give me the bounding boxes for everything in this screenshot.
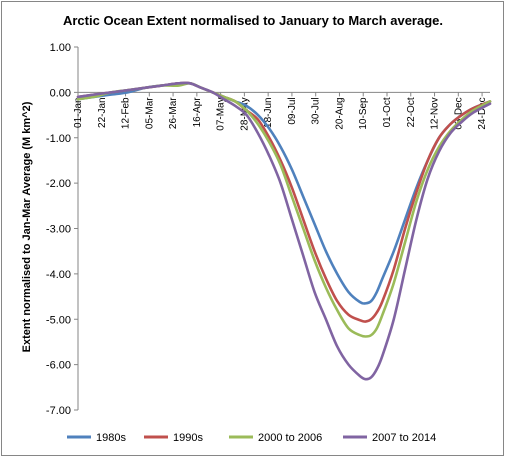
series-line-4 bbox=[76, 81, 492, 381]
y-tick-label: 0.00 bbox=[50, 87, 71, 99]
x-tick-label: 22-Jan bbox=[97, 97, 108, 128]
x-tick-label: 05-Mar bbox=[144, 97, 155, 129]
legend-label-3: 2000 to 2006 bbox=[258, 432, 322, 444]
legend-label-2: 1990s bbox=[173, 432, 203, 444]
plot-area: 1.00 0.00 -1.00 -2.00 -3.00 -4.00 -5.00 -6.00 -7… bbox=[46, 42, 492, 417]
y-tick-label: 1.00 bbox=[50, 42, 71, 54]
x-tick-label: 18-Jun bbox=[263, 97, 274, 128]
y-tick-label: -4.00 bbox=[46, 269, 71, 281]
y-tick-label: -7.00 bbox=[46, 405, 71, 417]
x-tick-label: 12-Feb bbox=[121, 97, 132, 129]
x-tick-label: 16-Apr bbox=[192, 97, 203, 128]
x-tick-label: 24-Dec bbox=[477, 97, 488, 129]
series-line-3 bbox=[76, 81, 492, 338]
x-tick-label: 20-Aug bbox=[334, 97, 345, 129]
x-tick-label: 01-Jan bbox=[73, 97, 84, 128]
y-tick-label: -2.00 bbox=[46, 178, 71, 190]
legend-label-1: 1980s bbox=[96, 432, 126, 444]
x-tick-label: 09-Jul bbox=[287, 97, 298, 124]
y-tick-label: -6.00 bbox=[46, 360, 71, 372]
y-tick-label: -1.00 bbox=[46, 133, 71, 145]
x-tick-label: 30-Jul bbox=[311, 97, 322, 124]
x-tick-label: 03-Dec bbox=[453, 97, 464, 129]
legend-label-4: 2007 to 2014 bbox=[372, 432, 436, 444]
x-tick-label: 22-Oct bbox=[406, 97, 417, 127]
x-tick-label: 07-May bbox=[216, 97, 227, 130]
x-tick-label: 12-Nov bbox=[430, 97, 441, 129]
y-tick-label: -5.00 bbox=[46, 314, 71, 326]
y-axis-label: Extent normalised to Jan-Mar Average (M … bbox=[21, 101, 33, 352]
x-tick-label: 10-Sep bbox=[358, 97, 369, 130]
legend: 1980s 1990s 2000 to 2006 2007 to 2014 bbox=[67, 432, 436, 444]
chart-title: Arctic Ocean Extent normalised to Januar… bbox=[63, 13, 443, 28]
y-tick-label: -3.00 bbox=[46, 224, 71, 236]
x-tick-label: 01-Oct bbox=[382, 97, 393, 127]
series-line-2 bbox=[76, 81, 492, 323]
x-tick-label: 26-Mar bbox=[168, 97, 179, 129]
